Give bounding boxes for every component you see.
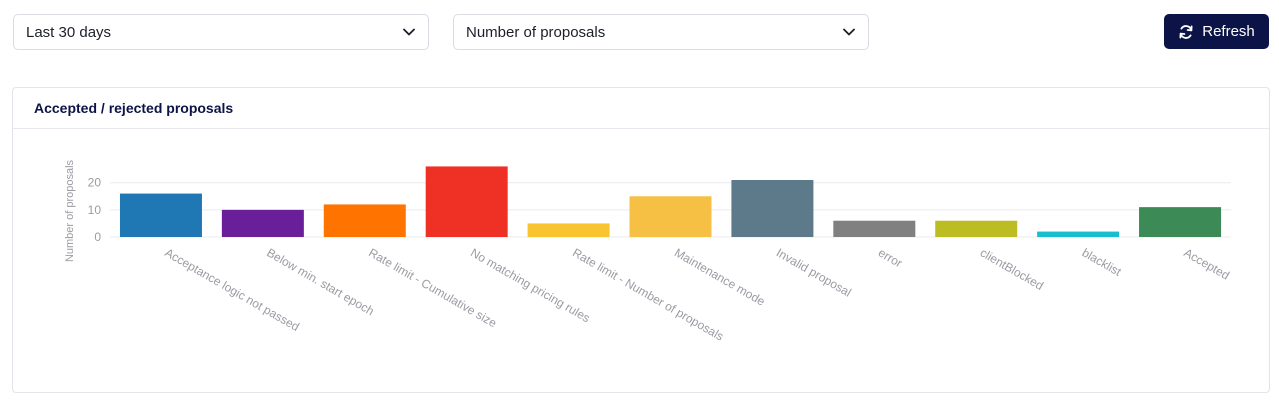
chart-card-title: Accepted / rejected proposals xyxy=(13,88,1269,129)
x-tick-label: Maintenance mode xyxy=(672,245,768,308)
chevron-down-icon xyxy=(842,25,856,39)
period-select-value: Last 30 days xyxy=(26,23,112,41)
x-tick-label: Below min. start epoch xyxy=(264,245,376,318)
period-select[interactable]: Last 30 days xyxy=(13,14,429,50)
bar xyxy=(527,223,610,237)
bar xyxy=(119,193,202,237)
bar xyxy=(833,220,916,237)
metric-select-value: Number of proposals xyxy=(466,23,606,41)
x-tick-label: error xyxy=(876,245,905,270)
y-tick-label: 0 xyxy=(94,230,101,244)
metric-select[interactable]: Number of proposals xyxy=(453,14,869,50)
y-axis-title: Number of proposals xyxy=(64,159,76,262)
bar xyxy=(935,220,1018,237)
y-tick-label: 10 xyxy=(88,203,102,217)
chart-card: Accepted / rejected proposals 0 10 20 Numbe… xyxy=(12,87,1270,393)
bar xyxy=(425,166,508,237)
bar xyxy=(1037,231,1120,237)
x-tick-label: clientBlocked xyxy=(978,245,1046,292)
bar xyxy=(629,196,712,237)
bar xyxy=(221,209,304,237)
refresh-button[interactable]: Refresh xyxy=(1164,14,1269,49)
bar xyxy=(731,180,814,237)
y-tick-label: 20 xyxy=(88,176,102,190)
bar xyxy=(1139,207,1222,237)
bar xyxy=(323,204,406,237)
chevron-down-icon xyxy=(402,25,416,39)
x-tick-label: Accepted xyxy=(1182,245,1232,282)
x-tick-label: blacklist xyxy=(1080,245,1125,279)
refresh-icon xyxy=(1178,24,1194,40)
x-tick-label: Invalid proposal xyxy=(774,245,854,299)
refresh-button-label: Refresh xyxy=(1202,23,1255,40)
